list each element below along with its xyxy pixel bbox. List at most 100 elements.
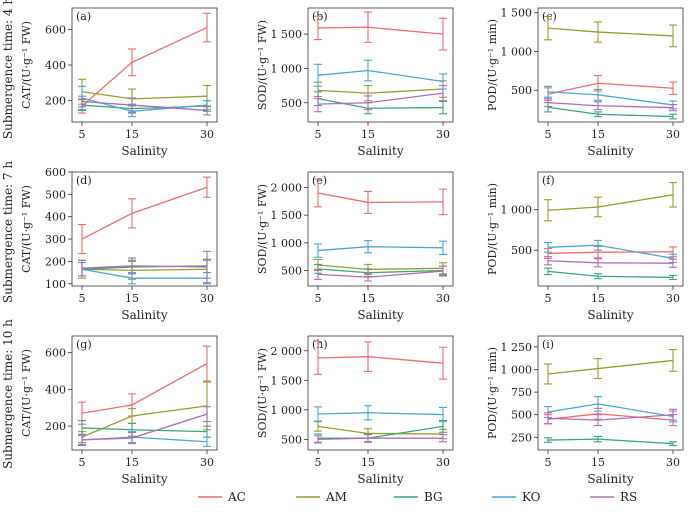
legend-label: AM: [325, 490, 347, 504]
series-line: [547, 91, 674, 106]
series-AC: [78, 176, 211, 255]
x-axis-label: Salinity: [357, 144, 403, 158]
y-tick-label: 100: [45, 278, 66, 291]
series-AM: [78, 78, 211, 110]
series-line: [547, 270, 674, 279]
y-tick-label: 400: [45, 383, 66, 396]
y-tick-label: 1 000: [501, 45, 533, 58]
y-axis-label: POD/(U·g⁻¹ min): [486, 183, 499, 275]
x-tick-label: 15: [361, 128, 375, 141]
y-axis-label: CAT/(U·g⁻¹ FW): [20, 349, 33, 437]
x-axis-label: Salinity: [121, 472, 167, 486]
series-line: [547, 194, 674, 211]
series-KO: [314, 405, 447, 423]
series-line: [317, 192, 444, 204]
y-tick-label: 1 250: [501, 341, 533, 354]
x-tick-label: 30: [666, 128, 680, 141]
series-RS: [314, 434, 447, 444]
series-line: [317, 246, 444, 252]
series-line: [547, 101, 674, 109]
legend-label: KO: [522, 490, 541, 504]
row-label-1: Submergence time: 4 h: [1, 0, 15, 139]
x-tick-label: 15: [125, 456, 139, 469]
x-tick-label: 5: [545, 456, 552, 469]
series-RS: [78, 406, 211, 446]
series-AM: [544, 349, 677, 385]
y-tick-label: 500: [511, 84, 532, 97]
y-axis-label: SOD/(U·g⁻¹ FW): [256, 348, 269, 438]
panel-g: (g) 200 400 600 5 15 30 Salinity CAT/(U·g⁻¹ FW): [20, 335, 218, 486]
x-tick-label: 5: [79, 292, 86, 305]
y-tick-label: 500: [45, 188, 66, 201]
y-tick-label: 200: [45, 255, 66, 268]
x-tick-label: 30: [666, 456, 680, 469]
x-axis-label: Salinity: [357, 472, 403, 486]
y-tick-label: 200: [45, 95, 66, 108]
series-line: [81, 186, 208, 240]
x-tick-label: 5: [315, 292, 322, 305]
y-axis-label: SOD/(U·g⁻¹ FW): [256, 184, 269, 274]
panel-label: (e): [312, 174, 327, 187]
series-RS: [78, 95, 211, 116]
series-line: [318, 425, 444, 439]
y-axis-label: POD/(U·g⁻¹ min): [486, 19, 499, 111]
x-tick-label: 5: [315, 456, 322, 469]
x-tick-label: 5: [79, 128, 86, 141]
legend-item-ko: KO: [492, 490, 541, 504]
series-RS: [314, 85, 447, 113]
row-labels: Submergence time: 4 h Submergence time: …: [1, 0, 15, 469]
plot-frame: [307, 335, 454, 451]
x-tick-label: 15: [125, 128, 139, 141]
y-tick-label: 750: [511, 386, 532, 399]
y-tick-label: 1 000: [271, 237, 303, 250]
plot-frame: [71, 7, 218, 123]
series-AM: [78, 259, 211, 280]
x-tick-label: 30: [436, 456, 450, 469]
series-AC: [314, 11, 447, 51]
legend: AC AM BG KO RS: [198, 490, 637, 504]
x-axis-label: Salinity: [587, 308, 633, 322]
series-KO: [314, 59, 447, 90]
series-line: [547, 438, 674, 445]
legend-item-ac: AC: [198, 490, 246, 504]
x-axis-label: Salinity: [357, 308, 403, 322]
panel-e: (e) 500 1 000 1 500 2 000 5 15 30 Salinity SOD/(U…: [256, 171, 454, 322]
series-AC: [314, 178, 447, 216]
series-line: [547, 260, 674, 264]
series-RS: [78, 250, 211, 284]
plot-frame: [537, 171, 684, 287]
x-tick-label: 15: [591, 456, 605, 469]
series-line: [317, 412, 444, 416]
plot-frame: [537, 7, 684, 123]
x-tick-label: 15: [361, 456, 375, 469]
y-tick-label: 500: [511, 409, 532, 422]
y-tick-label: 250: [511, 431, 532, 444]
x-tick-label: 30: [200, 456, 214, 469]
series-RS: [544, 256, 677, 268]
series-line: [317, 425, 444, 435]
legend-label: AC: [227, 490, 246, 504]
panel-label: (g): [76, 338, 92, 351]
x-tick-label: 30: [436, 292, 450, 305]
legend-item-am: AM: [296, 490, 347, 504]
legend-label: RS: [620, 490, 637, 504]
series-BG: [544, 435, 677, 447]
y-tick-label: 500: [281, 265, 302, 278]
series-line: [317, 26, 444, 35]
series-KO: [544, 85, 677, 110]
panel-i: (i) 250 500 750 1 000 1 250 5 15 30 Salinity POD/(…: [486, 335, 684, 486]
series-BG: [544, 102, 677, 120]
series-line: [547, 359, 674, 375]
series-AC: [78, 345, 211, 425]
x-tick-label: 15: [361, 292, 375, 305]
x-tick-label: 5: [315, 128, 322, 141]
series-AC: [314, 340, 447, 380]
series-line: [317, 356, 444, 364]
y-tick-label: 400: [45, 211, 66, 224]
plot-frame: [307, 7, 454, 123]
y-tick-label: 1 000: [271, 62, 303, 75]
panel-label: (a): [76, 10, 91, 23]
